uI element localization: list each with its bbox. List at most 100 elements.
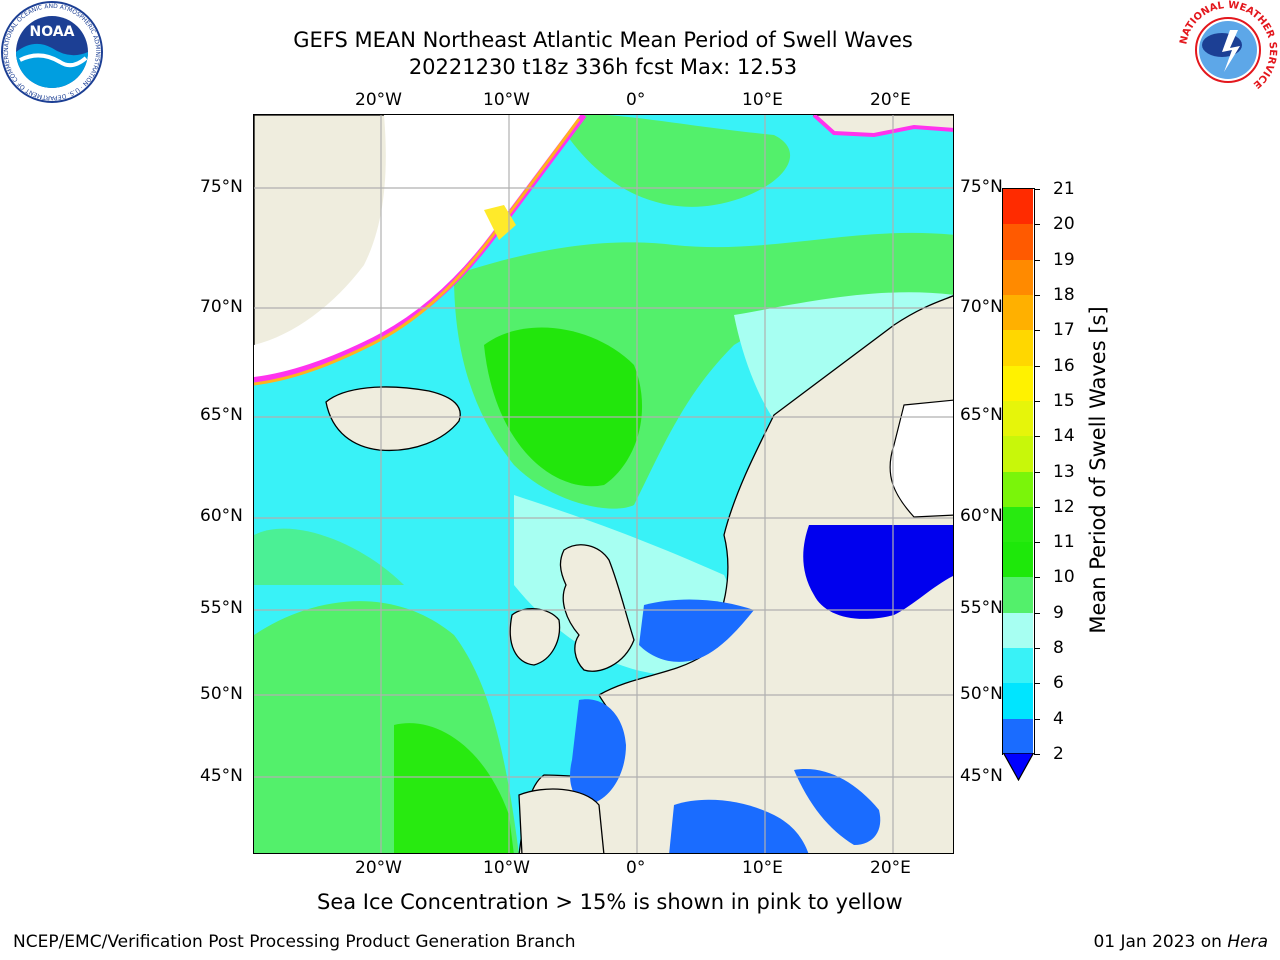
colorbar-tick-label: 20	[1053, 214, 1075, 235]
colorbar-tick-label: 21	[1053, 179, 1075, 199]
ocean-bright-green-south	[394, 723, 514, 853]
colorbar-tick-label: 13	[1053, 461, 1075, 482]
colorbar-segment	[1003, 329, 1033, 366]
colorbar-tick-mark	[1034, 365, 1040, 367]
lat-label-left: 60°N	[200, 506, 243, 526]
lon-label-bottom: 20°W	[355, 858, 402, 878]
colorbar-tick-mark	[1034, 577, 1040, 579]
north-sea	[639, 599, 754, 662]
colorbar-tick-mark	[1034, 400, 1040, 402]
colorbar-tick-label: 12	[1053, 496, 1075, 517]
great-britain-land	[559, 544, 635, 672]
colorbar-tick-label: 11	[1053, 532, 1075, 553]
lat-label-left: 65°N	[200, 405, 243, 425]
colorbar-segment	[1003, 400, 1033, 437]
sea-ice-yellow-patch	[484, 205, 516, 240]
nws-logo: NATIONAL WEATHER SERVICE	[1178, 0, 1278, 100]
colorbar-frame	[1002, 188, 1035, 755]
lon-label-top: 20°W	[355, 90, 402, 110]
ireland-land	[509, 608, 561, 666]
colorbar-segment	[1003, 294, 1033, 331]
lat-label-right: 70°N	[960, 297, 1003, 317]
ocean-green-top	[554, 115, 790, 207]
lat-label-right: 60°N	[960, 506, 1003, 526]
iberia-land	[518, 788, 605, 853]
lon-label-top: 0°	[626, 90, 646, 110]
colorbar-tick-mark	[1034, 471, 1040, 473]
sea-ice-region	[254, 115, 584, 380]
colorbar-segment	[1003, 259, 1033, 295]
baltic-sea	[803, 525, 953, 619]
colorbar-tick-mark	[1034, 189, 1040, 190]
colorbar-tick-mark	[1034, 294, 1040, 296]
sea-ice-edge-orange	[254, 118, 581, 386]
colorbar-tick-label: 6	[1053, 673, 1064, 694]
colorbar-tick-mark	[1034, 259, 1040, 261]
colorbar-arrow	[1002, 752, 1035, 785]
footer-host: Hera	[1227, 932, 1268, 952]
colorbar-label: Mean Period of Swell Waves [s]	[1086, 306, 1110, 634]
colorbar-segment	[1003, 471, 1033, 507]
colorbar-segment	[1003, 718, 1033, 754]
sea-ice-caption: Sea Ice Concentration > 15% is shown in …	[317, 890, 903, 914]
lat-label-right: 50°N	[960, 684, 1003, 704]
colorbar-segment	[1003, 365, 1033, 401]
swell-period-map	[253, 114, 954, 854]
lat-label-right: 75°N	[960, 177, 1003, 197]
colorbar-segment	[1003, 223, 1033, 260]
lat-label-left: 45°N	[200, 766, 243, 786]
colorbar-segment	[1003, 576, 1033, 613]
lon-label-bottom: 0°	[626, 858, 646, 878]
lat-label-right: 45°N	[960, 766, 1003, 786]
lat-label-left: 70°N	[200, 297, 243, 317]
colorbar-tick-label: 4	[1053, 708, 1064, 729]
colorbar-tick-mark	[1034, 612, 1040, 614]
colorbar-segment	[1003, 647, 1033, 684]
footer-date: 01 Jan 2023 on Hera	[1093, 932, 1268, 952]
adriatic-sea	[794, 769, 881, 845]
colorbar-segment	[1003, 506, 1033, 543]
colorbar-tick-mark	[1034, 330, 1040, 332]
colorbar-tick-label: 19	[1053, 249, 1075, 270]
chart-subtitle: 20221230 t18z 336h fcst Max: 12.53	[408, 55, 798, 79]
lat-label-left: 75°N	[200, 177, 243, 197]
colorbar-ticks: 21 20 19 18 17 16 15 14 13 12 11 10 9 8 6 4 2	[1034, 0, 1084, 960]
colorbar-tick-mark	[1034, 683, 1040, 685]
colorbar-tick-label: 16	[1053, 355, 1075, 376]
lon-label-top: 10°E	[742, 90, 783, 110]
colorbar-tick-label: 14	[1053, 426, 1075, 447]
colorbar-tick-label: 8	[1053, 638, 1064, 659]
colorbar-tick-mark	[1034, 506, 1040, 508]
colorbar-tick-mark	[1034, 648, 1040, 650]
colorbar-tick-mark	[1034, 718, 1040, 720]
chart-title: GEFS MEAN Northeast Atlantic Mean Period…	[293, 28, 913, 52]
footer-branch: NCEP/EMC/Verification Post Processing Pr…	[13, 932, 576, 952]
svalbard-ice-edge	[812, 115, 953, 138]
colorbar-tick-label: 9	[1053, 602, 1064, 623]
lat-label-left: 55°N	[200, 598, 243, 618]
colorbar-segment	[1003, 435, 1033, 472]
colorbar-segment	[1003, 188, 1033, 225]
colorbar-segment	[1003, 612, 1033, 649]
lon-label-bottom: 10°E	[742, 858, 783, 878]
lat-label-right: 65°N	[960, 405, 1003, 425]
gulf-of-bothnia-ice	[889, 399, 953, 518]
colorbar-tick-label: 2	[1053, 744, 1064, 764]
colorbar-segment	[1003, 682, 1033, 719]
colorbar-tick-label: 15	[1053, 390, 1075, 411]
mediterranean-sea	[669, 799, 809, 853]
lat-label-right: 55°N	[960, 598, 1003, 618]
colorbar-tick-mark	[1034, 436, 1040, 438]
lon-label-top: 10°W	[483, 90, 530, 110]
colorbar-tick-mark	[1034, 542, 1040, 544]
colorbar-tick-mark	[1034, 754, 1040, 755]
lon-label-bottom: 20°E	[870, 858, 911, 878]
lon-label-top: 20°E	[870, 90, 911, 110]
lon-label-bottom: 10°W	[483, 858, 530, 878]
colorbar-tick-label: 17	[1053, 320, 1075, 341]
ocean-green-patch	[254, 528, 404, 585]
colorbar	[1003, 188, 1033, 754]
footer-date-text: 01 Jan 2023 on	[1093, 932, 1228, 952]
colorbar-segment	[1003, 541, 1033, 578]
colorbar-tick-label: 10	[1053, 567, 1075, 588]
